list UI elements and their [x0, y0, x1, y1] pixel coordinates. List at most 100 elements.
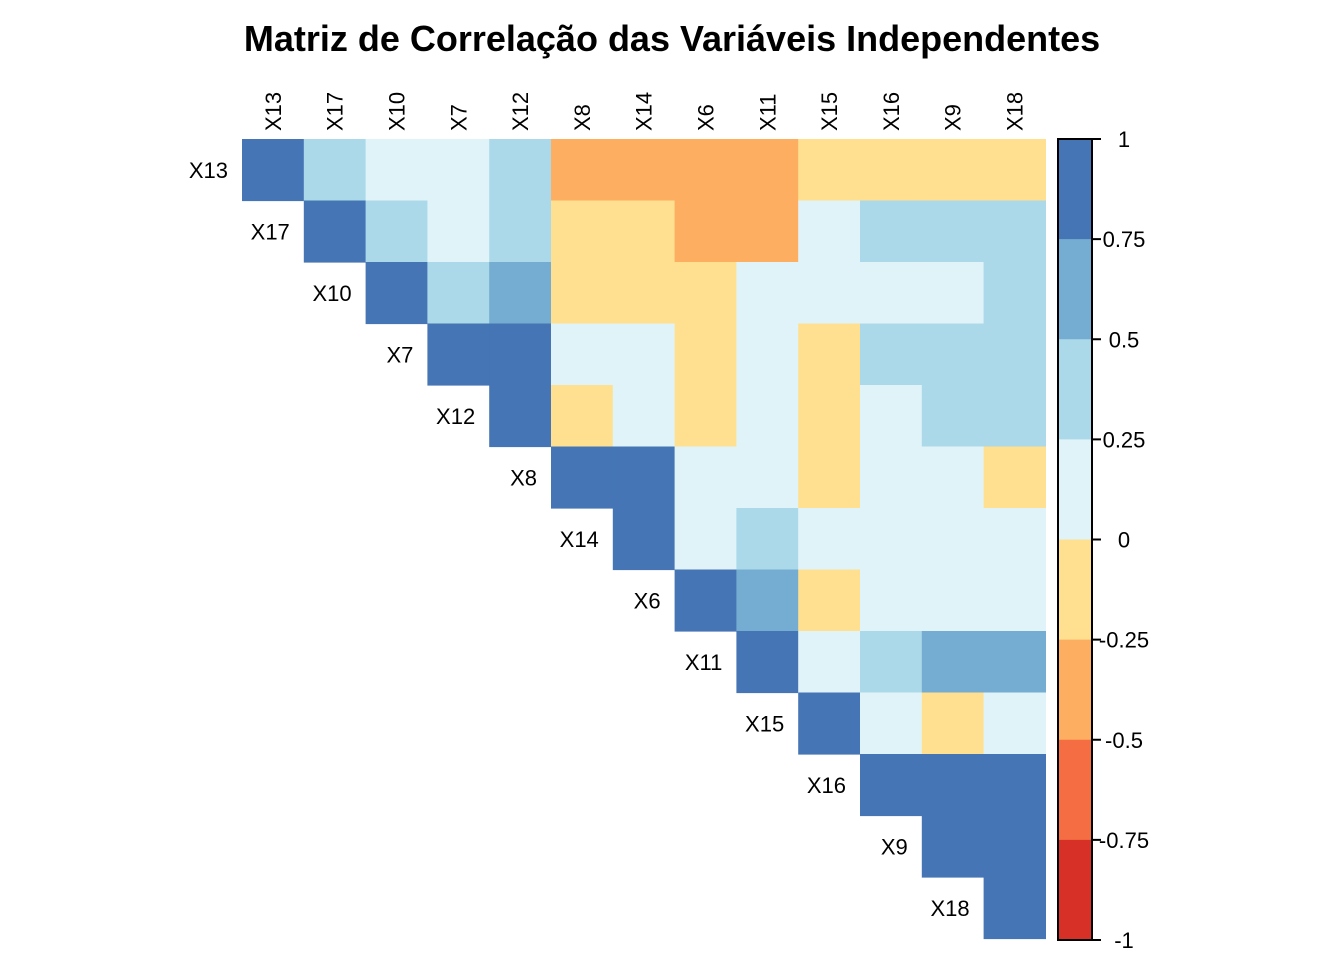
column-label-X13: X13 [261, 92, 286, 131]
heatmap-cell-X17-X14 [612, 200, 676, 263]
heatmap-cell-X13-X16 [860, 139, 923, 202]
heatmap-cell-X12-X11 [736, 385, 799, 448]
row-label-X7: X7 [386, 342, 413, 367]
colorbar-tick-label-8: -1 [1114, 928, 1134, 953]
heatmap-cell-X11-X15 [798, 631, 861, 694]
heatmap-cell-X14-X11 [736, 508, 799, 571]
heatmap-cell-X12-X14 [612, 385, 676, 448]
heatmap-cell-X6-X15 [798, 569, 861, 632]
colorbar-tick-label-1: 0.75 [1103, 227, 1146, 252]
row-label-X9: X9 [881, 834, 908, 859]
column-label-X16: X16 [879, 92, 904, 131]
heatmap-cell-X15-X9 [921, 692, 985, 755]
heatmap-cell-X17-X8 [551, 200, 614, 263]
heatmap-cell-X16-X9 [921, 754, 985, 817]
heatmap-cell-X7-X15 [798, 323, 861, 386]
heatmap-cell-X10-X14 [612, 262, 676, 325]
column-label-X9: X9 [941, 104, 966, 131]
heatmap-cell-X8-X11 [736, 446, 799, 509]
colorbar-tick-label-7: -0.75 [1099, 828, 1149, 853]
heatmap-cell-X7-X12 [489, 323, 552, 386]
heatmap-cell-X13-X11 [736, 139, 799, 202]
heatmap-cell-X12-X6 [674, 385, 737, 448]
chart-title: Matriz de Correlação das Variáveis Indep… [243, 18, 1101, 59]
heatmap-cell-X10-X11 [736, 262, 799, 325]
heatmap-cell-X9-X18 [983, 815, 1046, 878]
row-label-X14: X14 [560, 527, 599, 552]
heatmap-cell-X13-X8 [551, 139, 614, 202]
heatmap-cell-X15-X15 [798, 692, 861, 755]
colorbar-bin-2 [1058, 339, 1092, 440]
heatmap-cell-X13-X15 [798, 139, 861, 202]
heatmap-cell-X17-X17 [303, 200, 367, 263]
heatmap-cell-X8-X9 [921, 446, 985, 509]
column-label-X17: X17 [323, 92, 348, 131]
colorbar-bin-6 [1058, 739, 1092, 841]
heatmap-cell-X10-X10 [365, 262, 428, 325]
column-label-X18: X18 [1003, 92, 1028, 131]
heatmap-cells [242, 139, 1046, 940]
row-label-X16: X16 [807, 773, 846, 798]
row-label-X18: X18 [930, 896, 969, 921]
heatmap-cell-X15-X18 [983, 692, 1046, 755]
heatmap-cell-X14-X18 [983, 508, 1046, 571]
heatmap-cell-X13-X14 [612, 139, 676, 202]
heatmap-cell-X6-X6 [674, 569, 737, 632]
row-label-X13: X13 [189, 158, 228, 183]
row-label-X8: X8 [510, 465, 537, 490]
heatmap-cell-X14-X9 [921, 508, 985, 571]
heatmap-cell-X8-X8 [551, 446, 614, 509]
heatmap-cell-X11-X9 [921, 631, 985, 694]
heatmap-cell-X17-X9 [921, 200, 985, 263]
column-label-X8: X8 [570, 104, 595, 131]
heatmap-cell-X17-X18 [983, 200, 1046, 263]
heatmap-cell-X13-X7 [427, 139, 490, 202]
heatmap-cell-X14-X6 [674, 508, 737, 571]
heatmap-cell-X18-X18 [983, 877, 1046, 940]
row-label-X11: X11 [685, 650, 723, 675]
colorbar-bin-5 [1058, 639, 1092, 741]
heatmap-cell-X7-X16 [860, 323, 923, 386]
heatmap-cell-X12-X9 [921, 385, 985, 448]
heatmap-cell-X7-X9 [921, 323, 985, 386]
heatmap-cell-X8-X14 [612, 446, 676, 509]
heatmap-cell-X12-X16 [860, 385, 923, 448]
heatmap-cell-X10-X8 [551, 262, 614, 325]
heatmap-cell-X13-X18 [983, 139, 1046, 202]
column-label-X11: X11 [755, 93, 780, 131]
heatmap-cell-X13-X6 [674, 139, 737, 202]
heatmap-cell-X13-X12 [489, 139, 552, 202]
column-label-X7: X7 [446, 104, 471, 131]
row-label-X17: X17 [251, 219, 290, 244]
heatmap-cell-X8-X6 [674, 446, 737, 509]
heatmap-cell-X14-X14 [612, 508, 676, 571]
heatmap-cell-X10-X7 [427, 262, 490, 325]
heatmap-cell-X17-X16 [860, 200, 923, 263]
colorbar-bin-7 [1058, 839, 1092, 941]
heatmap-cell-X10-X9 [921, 262, 985, 325]
heatmap-cell-X10-X15 [798, 262, 861, 325]
heatmap-cell-X10-X12 [489, 262, 552, 325]
heatmap-cell-X8-X18 [983, 446, 1046, 509]
row-label-X12: X12 [436, 404, 475, 429]
colorbar-tick-label-4: 0 [1118, 528, 1130, 553]
heatmap-cell-X7-X11 [736, 323, 799, 386]
column-labels: X13 X17 X10 X7 X12 X8 X14 X6 X11 X15 X16 X9 X18 [261, 92, 1028, 131]
heatmap-cell-X17-X10 [365, 200, 428, 263]
column-label-X14: X14 [632, 92, 657, 131]
heatmap-cell-X6-X16 [860, 569, 923, 632]
heatmap-cell-X13-X9 [921, 139, 985, 202]
colorbar-tick-label-6: -0.5 [1105, 728, 1143, 753]
heatmap-cell-X11-X18 [983, 631, 1046, 694]
heatmap-cell-X16-X16 [860, 754, 923, 817]
heatmap-cell-X7-X8 [551, 323, 614, 386]
heatmap-cell-X13-X13 [242, 139, 305, 202]
heatmap-cell-X8-X15 [798, 446, 861, 509]
colorbar-tick-label-5: -0.25 [1099, 628, 1149, 653]
heatmap-cell-X8-X16 [860, 446, 923, 509]
heatmap-cell-X17-X6 [674, 200, 737, 263]
heatmap-cell-X7-X14 [612, 323, 676, 386]
heatmap-cell-X12-X15 [798, 385, 861, 448]
heatmap-cell-X16-X18 [983, 754, 1046, 817]
